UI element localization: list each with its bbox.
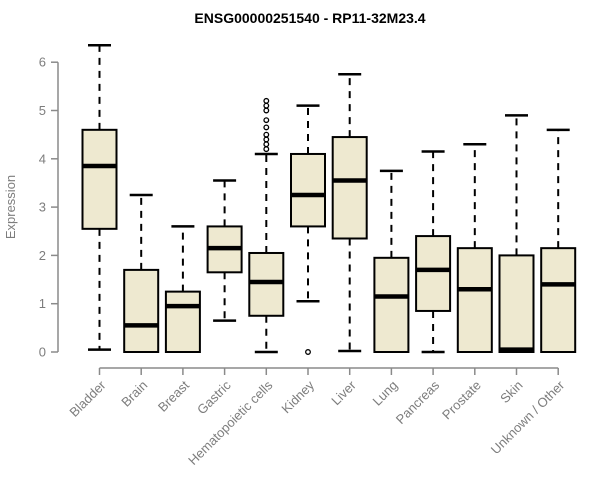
y-axis-label: Expression	[3, 175, 18, 239]
box-group	[81, 44, 118, 351]
box-group	[331, 73, 368, 353]
box-group	[540, 128, 577, 353]
x-tick-label: Kidney	[278, 377, 317, 416]
iqr-box	[290, 152, 326, 228]
y-tick-label: 0	[39, 345, 46, 360]
iqr-box	[248, 251, 285, 317]
x-tick-label: Gastric	[194, 377, 234, 417]
y-tick-label: 3	[39, 200, 46, 215]
outlier-point	[263, 124, 270, 131]
x-tick-label: Brain	[118, 378, 150, 410]
iqr-box	[540, 247, 577, 353]
outlier-point	[263, 102, 270, 109]
x-tick-label: Breast	[155, 377, 192, 414]
x-tick-label: Unknown / Other	[488, 377, 568, 457]
outlier-point	[263, 97, 270, 104]
iqr-box	[331, 136, 368, 240]
x-tick-label: Liver	[328, 377, 359, 408]
outlier-point	[263, 141, 270, 148]
x-tick-label: Lung	[369, 378, 400, 409]
box-group	[373, 169, 410, 353]
chart-title: ENSG00000251540 - RP11-32M23.4	[194, 10, 425, 26]
x-tick-label: Bladder	[66, 377, 109, 420]
x-tick-label: Skin	[497, 378, 525, 406]
box-group	[123, 193, 160, 354]
iqr-box	[123, 268, 160, 354]
box-group	[206, 179, 243, 322]
outlier-point	[263, 107, 270, 114]
outlier-point	[305, 349, 311, 355]
box-group	[248, 97, 285, 354]
box-group	[456, 143, 493, 353]
y-tick-label: 1	[39, 296, 46, 311]
y-tick-label: 6	[39, 55, 46, 70]
iqr-box	[81, 128, 118, 230]
iqr-box	[415, 235, 452, 312]
iqr-box	[498, 254, 535, 353]
box-group	[164, 225, 201, 353]
outlier-point	[263, 146, 270, 153]
y-tick-label: 2	[39, 248, 46, 263]
box-group	[415, 150, 452, 354]
outlier-point	[263, 131, 270, 138]
box-group	[498, 114, 535, 353]
box-group	[290, 104, 326, 355]
y-tick-label: 5	[39, 103, 46, 118]
x-tick-label: Prostate	[439, 378, 484, 423]
y-tick-label: 4	[39, 151, 46, 166]
outlier-point	[263, 117, 270, 124]
boxes	[81, 44, 577, 355]
iqr-box	[164, 290, 201, 353]
iqr-box	[456, 247, 493, 353]
outlier-point	[263, 136, 270, 143]
x-tick-label: Pancreas	[393, 377, 443, 427]
iqr-box	[373, 256, 410, 353]
